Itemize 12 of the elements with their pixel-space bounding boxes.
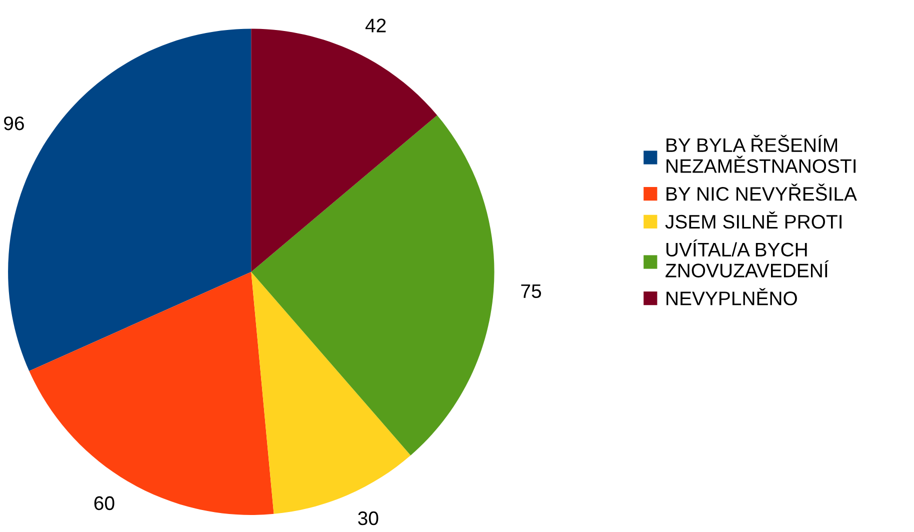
data-label: 30 [358, 511, 378, 526]
legend-label: UVÍTAL/A BYCH ZNOVUZAVEDENÍ [666, 239, 829, 278]
pie-slice [251, 115, 494, 456]
legend-label: NEVYPLNĚNO [666, 288, 797, 306]
pie-slice [29, 272, 274, 515]
data-label: 60 [94, 496, 114, 510]
legend-label: BY NIC NEVYŘEŠILA [666, 184, 857, 201]
data-label: 96 [4, 116, 24, 130]
data-label: 42 [365, 18, 386, 32]
legend-label: BY BYLA ŘEŠENÍM NEZAMĚSTNANOSTI [666, 134, 856, 173]
legend-label: JSEM SILNĚ PROTI [665, 211, 842, 229]
data-label: 75 [521, 284, 542, 298]
